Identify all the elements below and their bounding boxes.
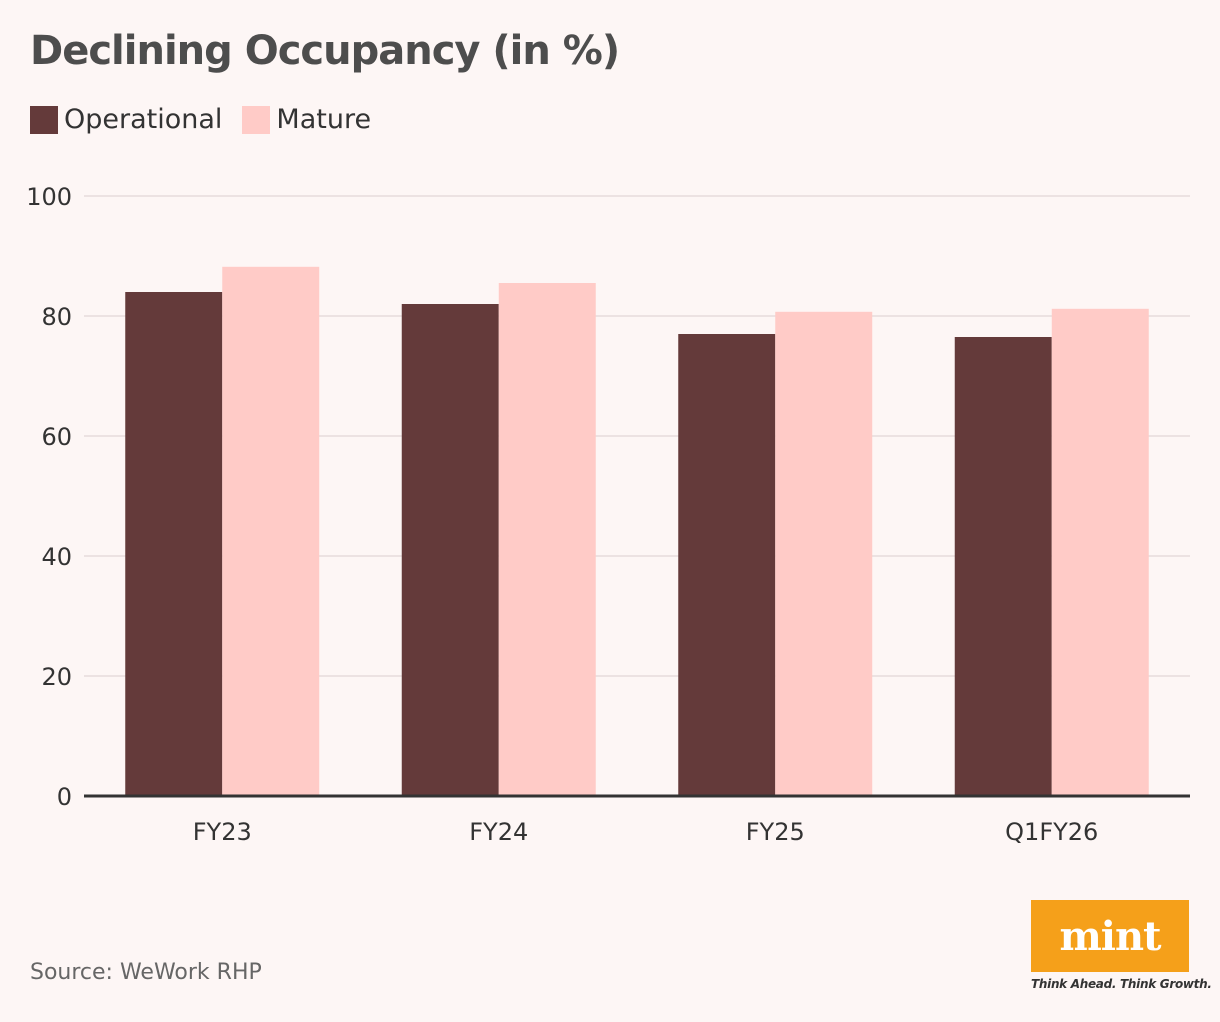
legend-swatch-mature (242, 105, 271, 134)
logo-text: mint (1059, 912, 1161, 960)
bar-mature-fy25 (775, 311, 873, 796)
y-tick-label-40: 40 (41, 543, 72, 571)
bar-mature-q1fy26 (1051, 308, 1149, 796)
bar-chart: 0 20 40 60 80 100 FY23 FY24 FY25 Q1FY26 (26, 183, 1190, 846)
y-tick-label-60: 60 (41, 423, 72, 451)
legend-swatch-operational (30, 105, 58, 134)
bar-operational-q1fy26 (954, 337, 1052, 796)
logo-tagline: Think Ahead. Think Growth. (1031, 977, 1212, 991)
bar-operational-fy25 (678, 334, 776, 796)
y-tick-label-80: 80 (41, 303, 72, 331)
mint-logo: mint (1031, 900, 1189, 972)
x-tick-label-fy23: FY23 (193, 818, 252, 846)
chart-title: Declining Occupancy (in %) (30, 28, 620, 74)
legend: Operational Mature (30, 104, 391, 135)
legend-item-operational: Operational (30, 104, 222, 135)
legend-label-mature: Mature (276, 104, 372, 135)
legend-label-operational: Operational (64, 104, 223, 135)
bar-operational-fy24 (401, 304, 499, 796)
y-tick-label-100: 100 (26, 183, 72, 211)
bar-operational-fy23 (125, 292, 223, 796)
y-tick-label-0: 0 (57, 783, 72, 811)
bar-mature-fy23 (222, 266, 320, 796)
x-tick-label-q1fy26: Q1FY26 (1005, 818, 1098, 846)
source-note: Source: WeWork RHP (30, 960, 262, 985)
bar-mature-fy24 (498, 283, 596, 796)
x-tick-label-fy24: FY24 (469, 818, 528, 846)
legend-item-mature: Mature (242, 104, 371, 135)
y-tick-label-20: 20 (41, 663, 72, 691)
x-tick-label-fy25: FY25 (746, 818, 805, 846)
